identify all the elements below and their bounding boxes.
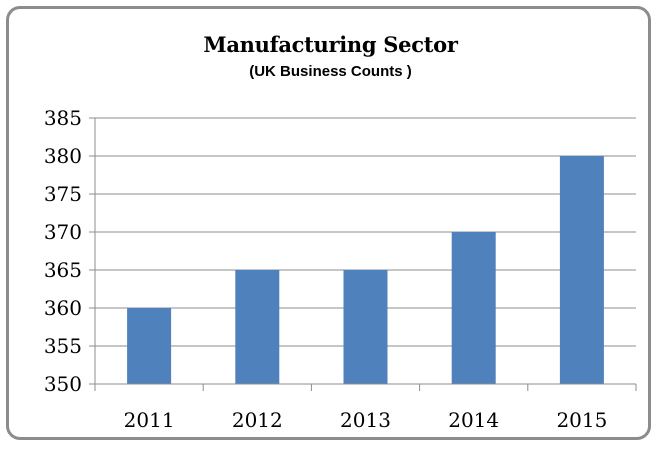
x-tick-label: 2011 (124, 408, 175, 432)
y-tick-label: 385 (44, 106, 82, 130)
chart-title: Manufacturing Sector (203, 32, 458, 57)
y-tick-label: 375 (44, 182, 82, 206)
y-tick-label: 350 (44, 372, 82, 396)
y-tick-label: 355 (44, 334, 82, 358)
bar-2012 (235, 270, 280, 384)
bar-2014 (451, 232, 496, 384)
bar-2015 (559, 156, 604, 384)
y-tick-label: 360 (44, 296, 82, 320)
y-tick-label: 365 (44, 258, 82, 282)
x-tick-label: 2014 (448, 408, 499, 432)
bar-2013 (343, 270, 388, 384)
x-tick-label: 2013 (340, 408, 391, 432)
chart-subtitle: (UK Business Counts ) (249, 63, 412, 80)
x-tick-label: 2012 (232, 408, 283, 432)
y-tick-label: 380 (44, 144, 82, 168)
bar-2011 (127, 308, 172, 384)
y-tick-label: 370 (44, 220, 82, 244)
x-tick-label: 2015 (556, 408, 607, 432)
chart-frame (6, 6, 651, 440)
